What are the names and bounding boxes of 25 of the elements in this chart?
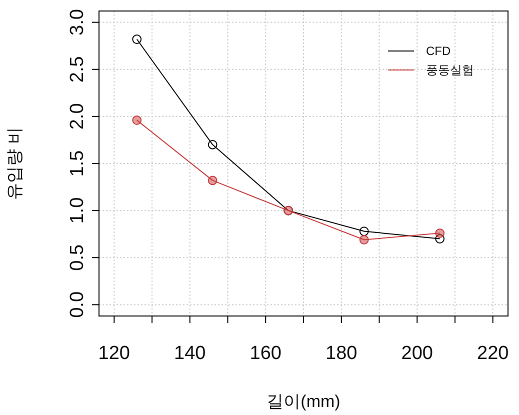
- point: [435, 228, 445, 238]
- y-tick-label: 0.5: [67, 244, 88, 271]
- x-tick-label: 160: [250, 343, 282, 364]
- y-tick-label: 1.0: [67, 197, 88, 224]
- legend-label: 풍동실험: [426, 63, 474, 77]
- x-axis-title: 길이(mm): [266, 392, 340, 411]
- point: [132, 116, 142, 125]
- point: [359, 235, 369, 244]
- y-tick-label: 0.0: [67, 291, 88, 318]
- x-tick-label: 140: [174, 343, 206, 364]
- point: [132, 34, 142, 44]
- point: [435, 234, 445, 244]
- x-tick-label: 220: [477, 343, 509, 364]
- y-tick-label: 2.5: [67, 56, 88, 83]
- point: [359, 226, 369, 236]
- x-tick-label: 180: [326, 343, 358, 364]
- x-tick-label: 120: [98, 343, 130, 364]
- y-tick-label: 2.0: [67, 103, 88, 130]
- y-tick-label: 1.5: [67, 150, 88, 177]
- y-tick-label: 3.0: [67, 9, 88, 36]
- x-tick-label: 200: [401, 343, 433, 364]
- point: [208, 176, 218, 186]
- y-axis-title: 유입량 비: [5, 127, 24, 200]
- point: [208, 140, 218, 150]
- legend-label: CFD: [426, 44, 451, 58]
